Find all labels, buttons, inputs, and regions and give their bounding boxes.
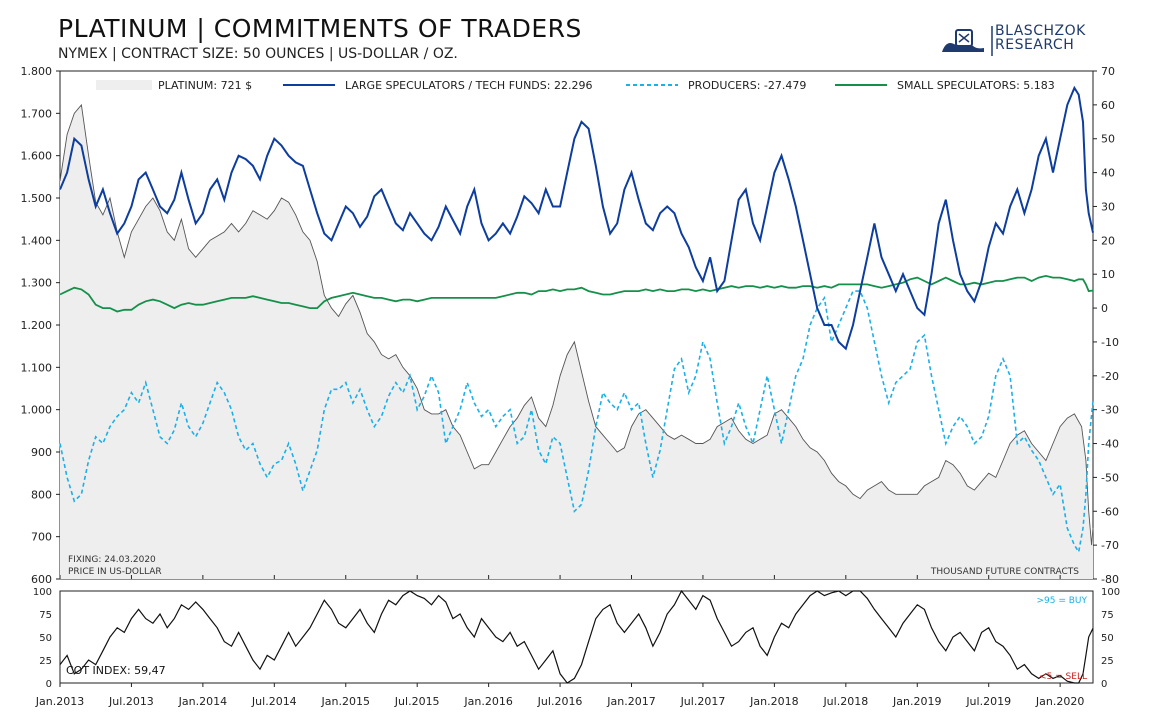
cot-right-tick-label: 0 xyxy=(1101,679,1107,690)
legend-label-small: SMALL SPECULATORS: 5.183 xyxy=(897,79,1055,92)
small-series-line xyxy=(59,274,1094,313)
cot-right-tick-label: 25 xyxy=(1101,656,1114,667)
brand-logo xyxy=(942,26,993,56)
right-axis-tick-label: 0 xyxy=(1101,302,1108,315)
x-axis-tick-label: Jul.2017 xyxy=(680,695,726,708)
left-axis-tick-label: 1.500 xyxy=(21,192,53,205)
right-axis-tick-label: -60 xyxy=(1101,505,1119,518)
cot-right-tick-label: 100 xyxy=(1101,587,1120,598)
legend-swatch-platinum xyxy=(96,80,152,90)
cot-index-plot-area: Jan.2013 Jul.2013 Jan.2014 Jul.2014 Jan.2015… xyxy=(33,587,1120,708)
right-axis-tick-label: 40 xyxy=(1101,167,1115,180)
x-axis-tick-label: Jan.2019 xyxy=(892,695,941,708)
cot-plot-frame xyxy=(59,590,1094,684)
chart-notes: FIXING: 24.03.2020 PRICE IN US-DOLLAR THOU… xyxy=(66,555,1088,682)
buy-threshold-note: >95 = BUY xyxy=(1036,596,1087,606)
x-axis-tick-label: Jan.2020 xyxy=(1035,695,1084,708)
left-axis-tick-label: 1.600 xyxy=(21,150,53,163)
left-axis-tick-label: 1.300 xyxy=(21,277,53,290)
cot-left-tick-label: 50 xyxy=(39,633,52,644)
producers-series-line xyxy=(59,290,1094,555)
left-axis-tick-label: 1.800 xyxy=(21,65,53,78)
logo-emblem-icon xyxy=(942,29,984,52)
right-axis-tick-label: 30 xyxy=(1101,200,1115,213)
right-axis-tick-label: -30 xyxy=(1101,404,1119,417)
right-axis-tick-label: -50 xyxy=(1101,471,1119,484)
cot-left-tick-label: 25 xyxy=(39,656,52,667)
brand-name: BLASCHZOK RESEARCH xyxy=(995,24,1086,52)
right-axis-tick-label: -80 xyxy=(1101,573,1119,586)
sell-threshold-note: <5 = SELL xyxy=(1039,672,1087,682)
x-axis-tick-label: Jan.2017 xyxy=(606,695,655,708)
cot-right-tick-label: 75 xyxy=(1101,610,1114,621)
chart-title: PLATINUM | COMMITMENTS OF TRADERS xyxy=(58,14,582,43)
cot-left-tick-label: 0 xyxy=(46,679,52,690)
right-axis-tick-label: -20 xyxy=(1101,370,1119,383)
left-axis-tick-label: 800 xyxy=(31,488,52,501)
x-axis-tick-label: Jul.2013 xyxy=(108,695,154,708)
x-axis-tick-label: Jul.2015 xyxy=(394,695,440,708)
cot-right-tick-label: 50 xyxy=(1101,633,1114,644)
fixing-note: FIXING: 24.03.2020 xyxy=(68,555,156,565)
x-axis-tick-label: Jul.2014 xyxy=(251,695,297,708)
x-axis-tick-label: Jan.2014 xyxy=(178,695,227,708)
left-axis-tick-label: 1.400 xyxy=(21,234,53,247)
left-axis-tick-label: 1.000 xyxy=(21,404,53,417)
legend-label-platinum: PLATINUM: 721 $ xyxy=(158,79,252,92)
left-axis-tick-label: 900 xyxy=(31,446,52,459)
x-axis-tick-label: Jul.2019 xyxy=(965,695,1011,708)
price-unit-note: PRICE IN US-DOLLAR xyxy=(68,567,162,577)
cot-left-tick-label: 75 xyxy=(39,610,52,621)
x-axis-tick-label: Jan.2015 xyxy=(321,695,370,708)
right-axis-tick-label: 10 xyxy=(1101,268,1115,281)
legend-label-producers: PRODUCERS: -27.479 xyxy=(688,79,806,92)
contracts-unit-note: THOUSAND FUTURE CONTRACTS xyxy=(930,567,1079,577)
x-axis-tick-label: Jul.2018 xyxy=(822,695,868,708)
left-axis-tick-label: 1.200 xyxy=(21,319,53,332)
main-plot-area: 1.800 1.700 1.600 1.500 1.400 1.300 1.200 1.100… xyxy=(21,65,1119,586)
right-axis-tick-label: 70 xyxy=(1101,65,1115,78)
x-axis-tick-label: Jan.2016 xyxy=(463,695,512,708)
left-axis-tick-label: 1.100 xyxy=(21,361,53,374)
x-axis-tick-label: Jan.2018 xyxy=(749,695,798,708)
brand-line-2: RESEARCH xyxy=(995,37,1075,53)
right-axis-tick-label: -70 xyxy=(1101,539,1119,552)
x-axis-tick-label: Jan.2013 xyxy=(35,695,84,708)
chart-subtitle: NYMEX | CONTRACT SIZE: 50 OUNCES | US-DO… xyxy=(58,46,458,62)
x-axis-tick-label: Jul.2016 xyxy=(537,695,583,708)
right-axis-tick-label: 20 xyxy=(1101,234,1115,247)
right-axis-tick-label: 50 xyxy=(1101,133,1115,146)
left-axis-tick-label: 700 xyxy=(31,531,52,544)
legend-label-large: LARGE SPECULATORS / TECH FUNDS: 22.296 xyxy=(345,79,592,92)
cot-left-tick-label: 100 xyxy=(33,587,52,598)
cot-index-label: COT INDEX: 59,47 xyxy=(66,664,166,677)
left-axis-tick-label: 600 xyxy=(31,573,52,586)
platinum-area xyxy=(60,104,1093,580)
platinum-line xyxy=(59,103,1094,546)
right-axis-tick-label: -10 xyxy=(1101,336,1119,349)
legend: PLATINUM: 721 $ LARGE SPECULATORS / TECH … xyxy=(96,79,1055,92)
right-axis-tick-label: 60 xyxy=(1101,99,1115,112)
large-series-line xyxy=(59,85,1094,351)
right-axis-tick-label: -40 xyxy=(1101,438,1119,451)
left-axis-tick-label: 1.700 xyxy=(21,107,53,120)
cot-index-line xyxy=(59,589,1094,684)
brand-line-1: BLASCHZOK xyxy=(995,23,1086,39)
